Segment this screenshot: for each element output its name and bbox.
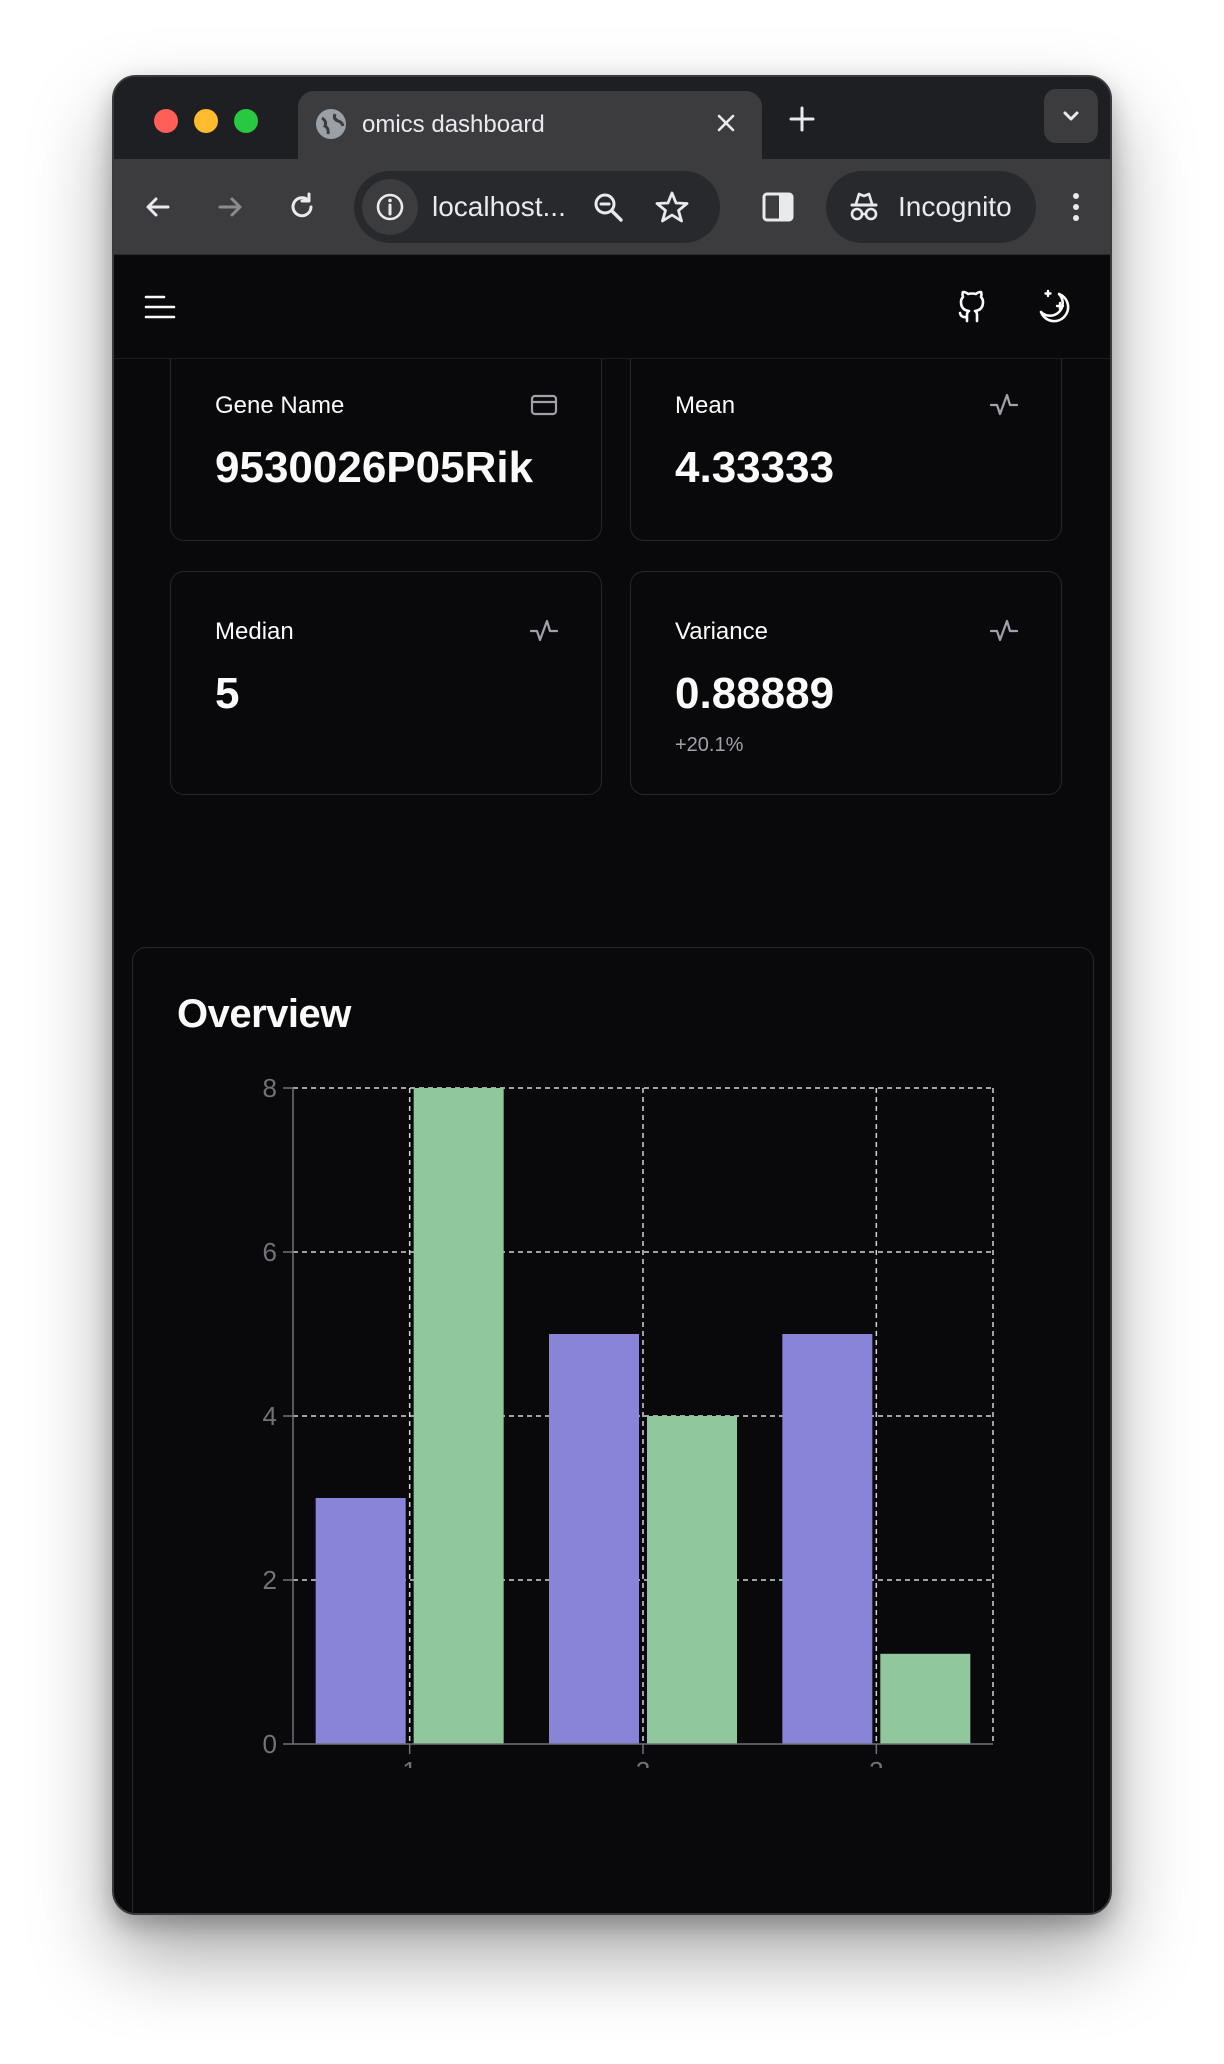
overview-panel: Overview 02468123experiencecontrol: [132, 947, 1094, 1913]
x-tick-label: 1: [402, 1756, 416, 1768]
card-label: Median: [215, 618, 294, 645]
zoom-icon[interactable]: [590, 189, 626, 225]
bar-experience: [315, 1498, 406, 1744]
tab-close-icon[interactable]: [710, 107, 742, 139]
card-label: Mean: [675, 392, 736, 419]
moon-stars-icon: [1039, 289, 1070, 323]
incognito-label: Incognito: [898, 191, 1012, 222]
x-tick-label: 2: [636, 1756, 650, 1768]
reload-icon: [291, 192, 313, 218]
card-label: Gene Name: [215, 392, 345, 419]
more-menu-button[interactable]: [1064, 183, 1088, 231]
tab-strip: omics dashboard: [114, 77, 1110, 159]
incognito-button[interactable]: Incognito: [826, 171, 1036, 243]
sidebar-menu-button[interactable]: [140, 285, 184, 329]
chevron-down-icon: [1063, 111, 1079, 121]
info-icon: [376, 193, 404, 221]
tab-search-button[interactable]: [1044, 89, 1098, 143]
y-tick-label: 2: [263, 1565, 277, 1595]
y-tick-label: 6: [263, 1237, 277, 1267]
browser-toolbar: localhost... Incognito: [114, 159, 1110, 255]
bar-control: [413, 1088, 504, 1744]
close-window-button[interactable]: [154, 109, 178, 133]
bar-experience: [782, 1334, 873, 1744]
gene-name-card: Gene Name 9530026P05Rik: [170, 359, 602, 541]
theme-toggle-button[interactable]: [1030, 283, 1078, 331]
x-tick-label: 3: [869, 1756, 883, 1768]
github-icon: [958, 290, 985, 323]
median-card: Median 5: [170, 571, 602, 795]
y-tick-label: 8: [263, 1073, 277, 1103]
dashboard-content: Gene Name 9530026P05Rik Mean 4.33333 Med…: [114, 359, 1110, 1913]
credit-card-icon: [529, 390, 559, 420]
menu-icon: [144, 295, 176, 319]
y-tick-label: 4: [263, 1401, 277, 1431]
tab-title: omics dashboard: [362, 111, 545, 138]
back-button[interactable]: [134, 183, 182, 231]
card-value: 9530026P05Rik: [215, 443, 534, 492]
github-button[interactable]: [948, 283, 996, 331]
reload-button[interactable]: [278, 183, 326, 231]
bookmark-star-icon[interactable]: [654, 189, 690, 225]
tab-omics-dashboard[interactable]: omics dashboard: [298, 91, 762, 159]
activity-icon: [529, 616, 559, 646]
overview-title: Overview: [177, 992, 351, 1036]
card-label: Variance: [675, 618, 768, 645]
card-value: 0.88889: [675, 669, 835, 718]
kebab-menu-icon: [1073, 193, 1079, 221]
maximize-window-button[interactable]: [234, 109, 258, 133]
bar-control: [880, 1653, 971, 1744]
card-change: +20.1%: [675, 734, 744, 756]
variance-card: Variance 0.88889 +20.1%: [630, 571, 1062, 795]
y-tick-label: 0: [263, 1729, 277, 1759]
address-bar[interactable]: localhost...: [354, 171, 720, 243]
arrow-left-icon: [146, 197, 170, 217]
minimize-window-button[interactable]: [194, 109, 218, 133]
activity-icon: [989, 390, 1019, 420]
bar-experience: [549, 1334, 639, 1744]
side-panel-icon: [762, 192, 794, 222]
overview-bar-chart: 02468123experiencecontrol: [263, 1073, 994, 1768]
mean-card: Mean 4.33333: [630, 359, 1062, 541]
globe-icon: [316, 109, 346, 139]
browser-window: omics dashboard localhost...: [112, 75, 1112, 1915]
arrow-right-icon: [218, 197, 242, 217]
forward-button[interactable]: [206, 183, 254, 231]
card-value: 5: [215, 669, 240, 718]
card-value: 4.33333: [675, 443, 835, 492]
url-text: localhost...: [432, 191, 566, 222]
side-panel-button[interactable]: [754, 183, 802, 231]
activity-icon: [989, 616, 1019, 646]
bar-control: [647, 1416, 737, 1744]
incognito-icon: [846, 189, 882, 225]
new-tab-button[interactable]: [782, 99, 822, 139]
app-header: [114, 255, 1110, 359]
site-info-button[interactable]: [362, 179, 418, 235]
